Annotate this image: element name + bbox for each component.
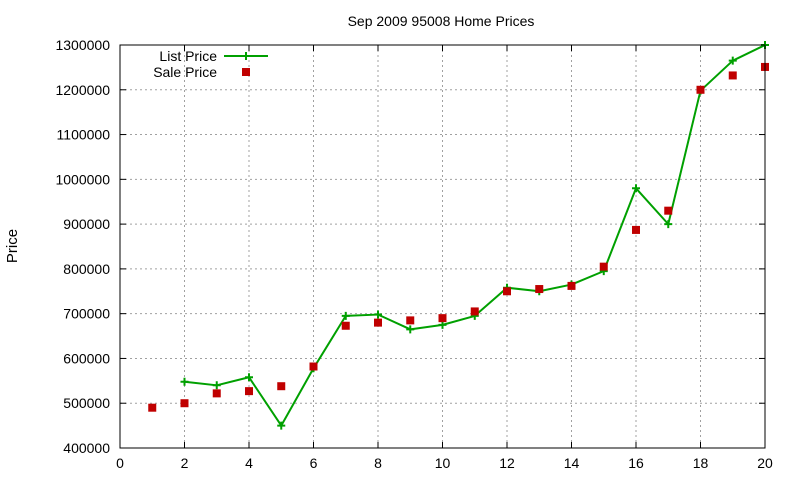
legend-label: Sale Price bbox=[153, 64, 217, 80]
y-tick-label: 500000 bbox=[63, 395, 110, 411]
x-tick-label: 18 bbox=[693, 455, 709, 471]
x-tick-label: 4 bbox=[245, 455, 253, 471]
x-tick-label: 14 bbox=[564, 455, 580, 471]
x-tick-label: 2 bbox=[181, 455, 189, 471]
y-tick-label: 600000 bbox=[63, 350, 110, 366]
legend-square-marker bbox=[242, 68, 250, 76]
sale-price-point bbox=[567, 281, 576, 290]
legend-label: List Price bbox=[159, 48, 217, 64]
x-tick-label: 10 bbox=[435, 455, 451, 471]
y-tick-label: 400000 bbox=[63, 440, 110, 456]
plot-frame bbox=[119, 44, 766, 449]
sale-price-point bbox=[503, 287, 511, 296]
y-tick-label: 1200000 bbox=[55, 82, 110, 98]
list-price-point bbox=[341, 311, 350, 320]
sale-price-point bbox=[664, 206, 673, 215]
y-tick-label: 1000000 bbox=[55, 171, 110, 187]
sale-price-point bbox=[728, 71, 737, 80]
x-tick-label: 8 bbox=[374, 455, 382, 471]
plot-area bbox=[148, 41, 769, 430]
y-tick-label: 900000 bbox=[63, 216, 110, 232]
sale-price-point bbox=[148, 403, 157, 412]
list-price-point bbox=[632, 184, 640, 193]
x-tick-label: 16 bbox=[628, 455, 644, 471]
sale-price-point bbox=[632, 225, 640, 234]
list-price-point bbox=[438, 320, 447, 329]
sale-price-point bbox=[535, 285, 544, 294]
sale-price-point bbox=[277, 382, 286, 391]
sale-price-point bbox=[696, 85, 705, 94]
list-price-point bbox=[728, 56, 737, 65]
sale-price-point bbox=[470, 307, 479, 316]
list-price-point bbox=[374, 310, 382, 319]
y-axis-label: Price bbox=[4, 229, 21, 263]
y-tick-label: 800000 bbox=[63, 261, 110, 277]
list-price-point bbox=[245, 373, 253, 382]
legend-plus-marker bbox=[242, 52, 250, 60]
sale-price-point bbox=[212, 389, 221, 398]
sale-price-point bbox=[180, 399, 189, 408]
sale-price-point bbox=[245, 387, 253, 396]
sale-price-point bbox=[374, 318, 382, 327]
x-tick-label: 6 bbox=[310, 455, 318, 471]
y-tick-label: 700000 bbox=[63, 306, 110, 322]
sale-price-point bbox=[309, 362, 318, 371]
x-tick-label: 0 bbox=[116, 455, 124, 471]
list-price-point bbox=[180, 377, 189, 386]
sale-price-point bbox=[438, 314, 447, 323]
x-tick-label: 12 bbox=[499, 455, 515, 471]
sale-price-point bbox=[599, 262, 608, 271]
axis-ticks: 0 2 4 6 8 10 12 14 16 18 20 400000 500000 600000 70000… bbox=[55, 37, 773, 471]
y-tick-label: 1100000 bbox=[57, 127, 111, 143]
list-price-point bbox=[406, 325, 415, 334]
sale-price-point bbox=[406, 316, 415, 325]
list-price-point bbox=[277, 421, 286, 430]
chart-title: Sep 2009 95008 Home Prices bbox=[348, 13, 535, 29]
list-price-line bbox=[184, 44, 766, 427]
y-tick-label: 1300000 bbox=[55, 37, 110, 53]
x-tick-label: 20 bbox=[757, 455, 773, 471]
sale-price-point bbox=[341, 321, 350, 330]
list-price-point bbox=[664, 220, 673, 229]
list-price-point bbox=[212, 381, 221, 390]
